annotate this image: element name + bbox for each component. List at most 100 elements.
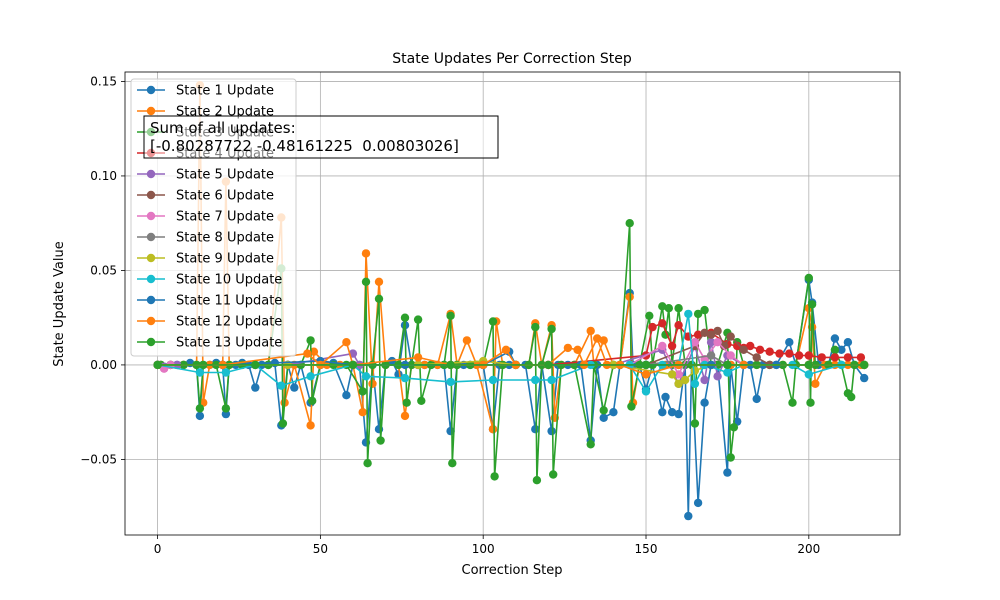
y-tick-label: 0.15 [90, 74, 117, 88]
y-tick-label: 0.00 [90, 358, 117, 372]
data-point [667, 341, 677, 351]
data-point [400, 411, 410, 421]
data-point [531, 322, 540, 332]
data-point [348, 360, 358, 370]
legend-marker [146, 232, 156, 242]
data-point [446, 377, 455, 387]
legend-marker [146, 337, 156, 347]
sum-annotation: Sum of all updates: [-0.80287722 -0.4816… [143, 115, 499, 159]
data-point [661, 392, 670, 402]
data-point [462, 336, 472, 345]
data-point [830, 353, 840, 362]
data-point [690, 366, 700, 375]
data-point [775, 349, 784, 358]
data-point [342, 391, 351, 400]
data-point [488, 425, 498, 434]
legend-label: State 7 Update [176, 210, 274, 225]
data-point [693, 309, 703, 319]
data-point [843, 353, 853, 362]
data-point [417, 396, 426, 405]
data-point [251, 360, 260, 370]
plot-frame [124, 71, 901, 536]
data-point [804, 360, 813, 370]
legend-marker [146, 169, 156, 179]
legend-item-8: State 8 Update [137, 231, 274, 246]
data-point [641, 387, 651, 396]
legend-item-10: State 10 Update [137, 273, 282, 288]
data-point [446, 311, 455, 320]
x-tick-label: 0 [154, 542, 162, 556]
data-point [713, 338, 722, 347]
data-point [368, 379, 377, 388]
data-point [599, 336, 608, 345]
data-point [488, 375, 498, 385]
data-point [547, 324, 556, 334]
data-point [547, 375, 556, 385]
data-point [342, 338, 351, 347]
data-point [361, 372, 371, 381]
data-point [706, 338, 716, 347]
data-point [531, 375, 540, 385]
data-point [625, 219, 634, 228]
legend-marker [146, 253, 156, 263]
legend-item-11: State 11 Update [137, 294, 282, 309]
data-point [277, 381, 286, 390]
legend-label: State 11 Update [176, 294, 282, 309]
data-point [785, 338, 794, 347]
data-point [693, 498, 703, 508]
data-point [547, 426, 556, 436]
data-point [308, 396, 317, 405]
data-point [765, 347, 774, 356]
legend-item-7: State 7 Update [137, 210, 274, 225]
annotation-line-1: Sum of all updates: [150, 119, 296, 137]
data-point [817, 353, 826, 362]
x-tick-label: 200 [797, 542, 820, 556]
data-point [700, 328, 709, 337]
data-point [804, 273, 813, 283]
data-point [794, 351, 804, 360]
legend-label: State 8 Update [176, 231, 274, 246]
data-point [811, 379, 820, 388]
data-point [251, 383, 260, 392]
data-point [700, 305, 709, 315]
data-point [490, 472, 499, 481]
data-point [599, 413, 608, 422]
x-axis-ticks: 0 50 100 150 200 [154, 535, 820, 556]
data-point [706, 351, 716, 360]
data-point [752, 394, 761, 404]
data-point [733, 341, 742, 351]
data-point [593, 334, 602, 343]
legend-label: State 12 Update [176, 315, 282, 330]
legend-item-5: State 5 Update [137, 168, 274, 183]
data-point [374, 294, 384, 303]
chart-title: State Updates Per Correction Step [392, 51, 632, 67]
data-point [860, 373, 869, 383]
data-point [860, 360, 869, 370]
data-point [674, 304, 683, 313]
legend-marker [146, 211, 156, 221]
data-point [690, 338, 700, 347]
data-point [690, 419, 700, 428]
y-tick-label: −0.05 [80, 452, 117, 466]
y-axis-label: State Update Value [52, 241, 67, 366]
data-point [627, 402, 636, 411]
data-point [306, 421, 315, 430]
data-point [641, 370, 651, 379]
y-tick-label: 0.10 [90, 169, 117, 183]
data-point [700, 375, 709, 385]
data-point [544, 360, 553, 370]
data-point [658, 319, 667, 328]
data-point [806, 398, 815, 407]
data-point [658, 302, 667, 311]
data-point [785, 349, 794, 358]
data-point [361, 277, 371, 286]
data-point [221, 404, 231, 413]
data-point [402, 398, 411, 407]
data-point [641, 360, 651, 370]
legend-marker [146, 106, 156, 116]
legend-marker [146, 190, 156, 200]
data-point [807, 300, 817, 309]
data-point [739, 345, 748, 354]
data-point [195, 368, 205, 377]
data-point [804, 351, 813, 360]
